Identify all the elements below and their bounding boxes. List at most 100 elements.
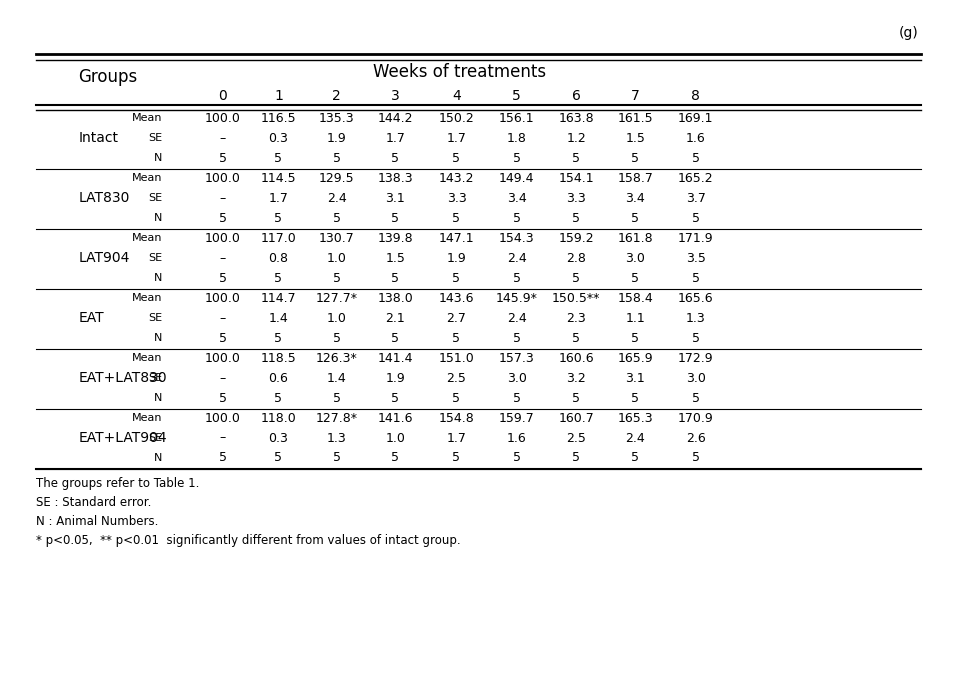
Text: Mean: Mean — [132, 114, 163, 123]
Text: 5: 5 — [219, 391, 227, 405]
Text: N: N — [154, 213, 163, 223]
Text: 114.7: 114.7 — [260, 292, 297, 305]
Text: 3.7: 3.7 — [686, 192, 705, 205]
Text: 165.3: 165.3 — [617, 412, 654, 424]
Text: 5: 5 — [692, 212, 700, 225]
Text: 5: 5 — [219, 152, 227, 165]
Text: N: N — [154, 333, 163, 343]
Text: 5: 5 — [333, 271, 341, 285]
Text: 3.3: 3.3 — [447, 192, 466, 205]
Text: N : Animal Numbers.: N : Animal Numbers. — [36, 515, 159, 528]
Text: 159.2: 159.2 — [558, 232, 594, 245]
Text: 5: 5 — [512, 89, 522, 103]
Text: 1.5: 1.5 — [626, 132, 645, 145]
Text: 150.5**: 150.5** — [552, 292, 600, 305]
Text: 154.1: 154.1 — [558, 172, 594, 185]
Text: 5: 5 — [391, 271, 399, 285]
Text: 5: 5 — [632, 452, 639, 464]
Text: 138.3: 138.3 — [377, 172, 413, 185]
Text: 5: 5 — [572, 332, 580, 345]
Text: 2.5: 2.5 — [567, 431, 586, 445]
Text: 5: 5 — [572, 391, 580, 405]
Text: 1.6: 1.6 — [507, 431, 526, 445]
Text: 172.9: 172.9 — [678, 351, 714, 365]
Text: 1.7: 1.7 — [386, 132, 405, 145]
Text: 5: 5 — [453, 271, 460, 285]
Text: 5: 5 — [333, 452, 341, 464]
Text: 5: 5 — [692, 271, 700, 285]
Text: 5: 5 — [572, 212, 580, 225]
Text: 100.0: 100.0 — [205, 172, 241, 185]
Text: Weeks of treatments: Weeks of treatments — [373, 64, 545, 81]
Text: 5: 5 — [513, 332, 521, 345]
Text: 1.2: 1.2 — [567, 132, 586, 145]
Text: 159.7: 159.7 — [499, 412, 535, 424]
Text: 1.7: 1.7 — [447, 431, 466, 445]
Text: 1.0: 1.0 — [327, 311, 346, 325]
Text: 5: 5 — [219, 271, 227, 285]
Text: N: N — [154, 453, 163, 463]
Text: SE: SE — [148, 253, 163, 263]
Text: 100.0: 100.0 — [205, 292, 241, 305]
Text: 1.7: 1.7 — [447, 132, 466, 145]
Text: 0.3: 0.3 — [269, 431, 288, 445]
Text: 5: 5 — [391, 452, 399, 464]
Text: 138.0: 138.0 — [377, 292, 413, 305]
Text: 1.5: 1.5 — [386, 252, 405, 265]
Text: N: N — [154, 393, 163, 403]
Text: 3.4: 3.4 — [507, 192, 526, 205]
Text: 100.0: 100.0 — [205, 232, 241, 245]
Text: 171.9: 171.9 — [678, 232, 714, 245]
Text: 5: 5 — [453, 152, 460, 165]
Text: 127.7*: 127.7* — [316, 292, 358, 305]
Text: 5: 5 — [513, 452, 521, 464]
Text: 1.6: 1.6 — [686, 132, 705, 145]
Text: 1.3: 1.3 — [327, 431, 346, 445]
Text: 5: 5 — [275, 271, 282, 285]
Text: The groups refer to Table 1.: The groups refer to Table 1. — [36, 477, 200, 490]
Text: SE: SE — [148, 433, 163, 443]
Text: LAT830: LAT830 — [78, 192, 130, 205]
Text: 5: 5 — [692, 452, 700, 464]
Text: 161.5: 161.5 — [617, 112, 654, 125]
Text: 118.0: 118.0 — [260, 412, 297, 424]
Text: 2.7: 2.7 — [447, 311, 466, 325]
Text: 3: 3 — [390, 89, 400, 103]
Text: 165.6: 165.6 — [678, 292, 714, 305]
Text: 1.9: 1.9 — [386, 372, 405, 385]
Text: 4: 4 — [452, 89, 461, 103]
Text: 127.8*: 127.8* — [316, 412, 358, 424]
Text: SE: SE — [148, 313, 163, 323]
Text: 5: 5 — [391, 391, 399, 405]
Text: 5: 5 — [632, 271, 639, 285]
Text: EAT+LAT904: EAT+LAT904 — [78, 431, 167, 445]
Text: 144.2: 144.2 — [377, 112, 413, 125]
Text: 143.2: 143.2 — [438, 172, 475, 185]
Text: 1.3: 1.3 — [686, 311, 705, 325]
Text: 5: 5 — [513, 391, 521, 405]
Text: 5: 5 — [453, 452, 460, 464]
Text: 165.2: 165.2 — [678, 172, 714, 185]
Text: Mean: Mean — [132, 353, 163, 363]
Text: 8: 8 — [691, 89, 701, 103]
Text: –: – — [220, 192, 226, 205]
Text: 5: 5 — [572, 452, 580, 464]
Text: 118.5: 118.5 — [260, 351, 297, 365]
Text: Mean: Mean — [132, 173, 163, 183]
Text: 5: 5 — [219, 212, 227, 225]
Text: 116.5: 116.5 — [260, 112, 297, 125]
Text: 160.7: 160.7 — [558, 412, 594, 424]
Text: –: – — [220, 311, 226, 325]
Text: Mean: Mean — [132, 293, 163, 303]
Text: 1.0: 1.0 — [327, 252, 346, 265]
Text: 2.4: 2.4 — [507, 311, 526, 325]
Text: 3.3: 3.3 — [567, 192, 586, 205]
Text: EAT+LAT830: EAT+LAT830 — [78, 371, 167, 385]
Text: 100.0: 100.0 — [205, 112, 241, 125]
Text: * p<0.05,  ** p<0.01  significantly different from values of intact group.: * p<0.05, ** p<0.01 significantly differ… — [36, 534, 461, 547]
Text: 114.5: 114.5 — [260, 172, 297, 185]
Text: 3.0: 3.0 — [626, 252, 645, 265]
Text: 3.0: 3.0 — [507, 372, 526, 385]
Text: 158.7: 158.7 — [617, 172, 654, 185]
Text: 117.0: 117.0 — [260, 232, 297, 245]
